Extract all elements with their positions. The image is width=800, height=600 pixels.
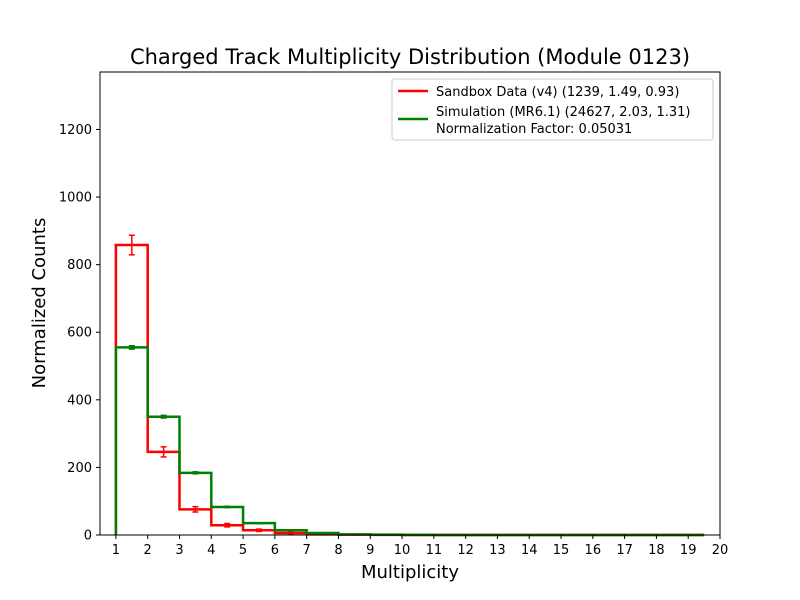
y-tick-label: 800: [67, 258, 92, 273]
error-bar: [287, 529, 294, 532]
y-axis-label: Normalized Counts: [29, 218, 50, 389]
series-line-1: [114, 346, 705, 537]
x-tick-label: 13: [489, 543, 506, 558]
error-bar: [192, 471, 199, 475]
error-bar: [255, 528, 262, 533]
x-tick-label: 11: [426, 543, 443, 558]
x-tick-label: 20: [712, 543, 729, 558]
x-tick-label: 8: [334, 543, 342, 558]
x-tick-label: 2: [144, 543, 152, 558]
legend-label-sandbox: Sandbox Data (v4) (1239, 1.49, 0.93): [436, 85, 679, 100]
y-tick-label: 200: [67, 461, 92, 476]
x-tick-label: 14: [521, 543, 538, 558]
error-bar: [160, 446, 167, 458]
x-tick-label: 6: [271, 543, 279, 558]
error-bar: [128, 344, 135, 350]
legend-box: [391, 78, 714, 141]
x-tick-label: 10: [394, 543, 411, 558]
x-tick-label: 1: [112, 543, 120, 558]
y-tick-label: 1200: [59, 123, 92, 138]
x-axis-label: Multiplicity: [361, 562, 459, 583]
legend-label-simulation: Simulation (MR6.1) (24627, 2.03, 1.31): [436, 105, 691, 120]
x-tick-label: 17: [616, 543, 633, 558]
x-tick-label: 4: [207, 543, 215, 558]
plot-area: [114, 234, 705, 537]
error-bar: [192, 505, 199, 513]
error-bar: [128, 234, 135, 256]
plot-frame: [99, 71, 721, 536]
x-tick-label: 12: [457, 543, 474, 558]
x-tick-label: 7: [303, 543, 311, 558]
series-line-0: [114, 243, 705, 537]
legend-normalization-factor: Normalization Factor: 0.05031: [436, 122, 632, 137]
y-tick-label: 0: [84, 529, 92, 544]
error-bar: [255, 521, 262, 525]
x-tick-label: 3: [175, 543, 183, 558]
error-bar: [160, 414, 167, 419]
y-tick-label: 400: [67, 393, 92, 408]
error-bar: [224, 522, 231, 528]
x-tick-label: 5: [239, 543, 247, 558]
axes: 1 2 3 4 5 6 7 8 9 10 11 12 13 14 15 16 17 18 19 20020040060…: [59, 71, 729, 558]
error-bar: [224, 505, 231, 509]
x-tick-label: 9: [366, 543, 374, 558]
x-tick-label: 16: [585, 543, 602, 558]
x-tick-label: 19: [680, 543, 697, 558]
x-tick-label: 18: [648, 543, 665, 558]
x-tick-label: 15: [553, 543, 570, 558]
error-bar: [287, 531, 294, 535]
y-tick-label: 600: [67, 326, 92, 341]
legend: Sandbox Data (v4) (1239, 1.49, 0.93) Sim…: [391, 78, 714, 141]
chart-title: Charged Track Multiplicity Distribution …: [130, 45, 690, 69]
y-tick-label: 1000: [59, 191, 92, 206]
